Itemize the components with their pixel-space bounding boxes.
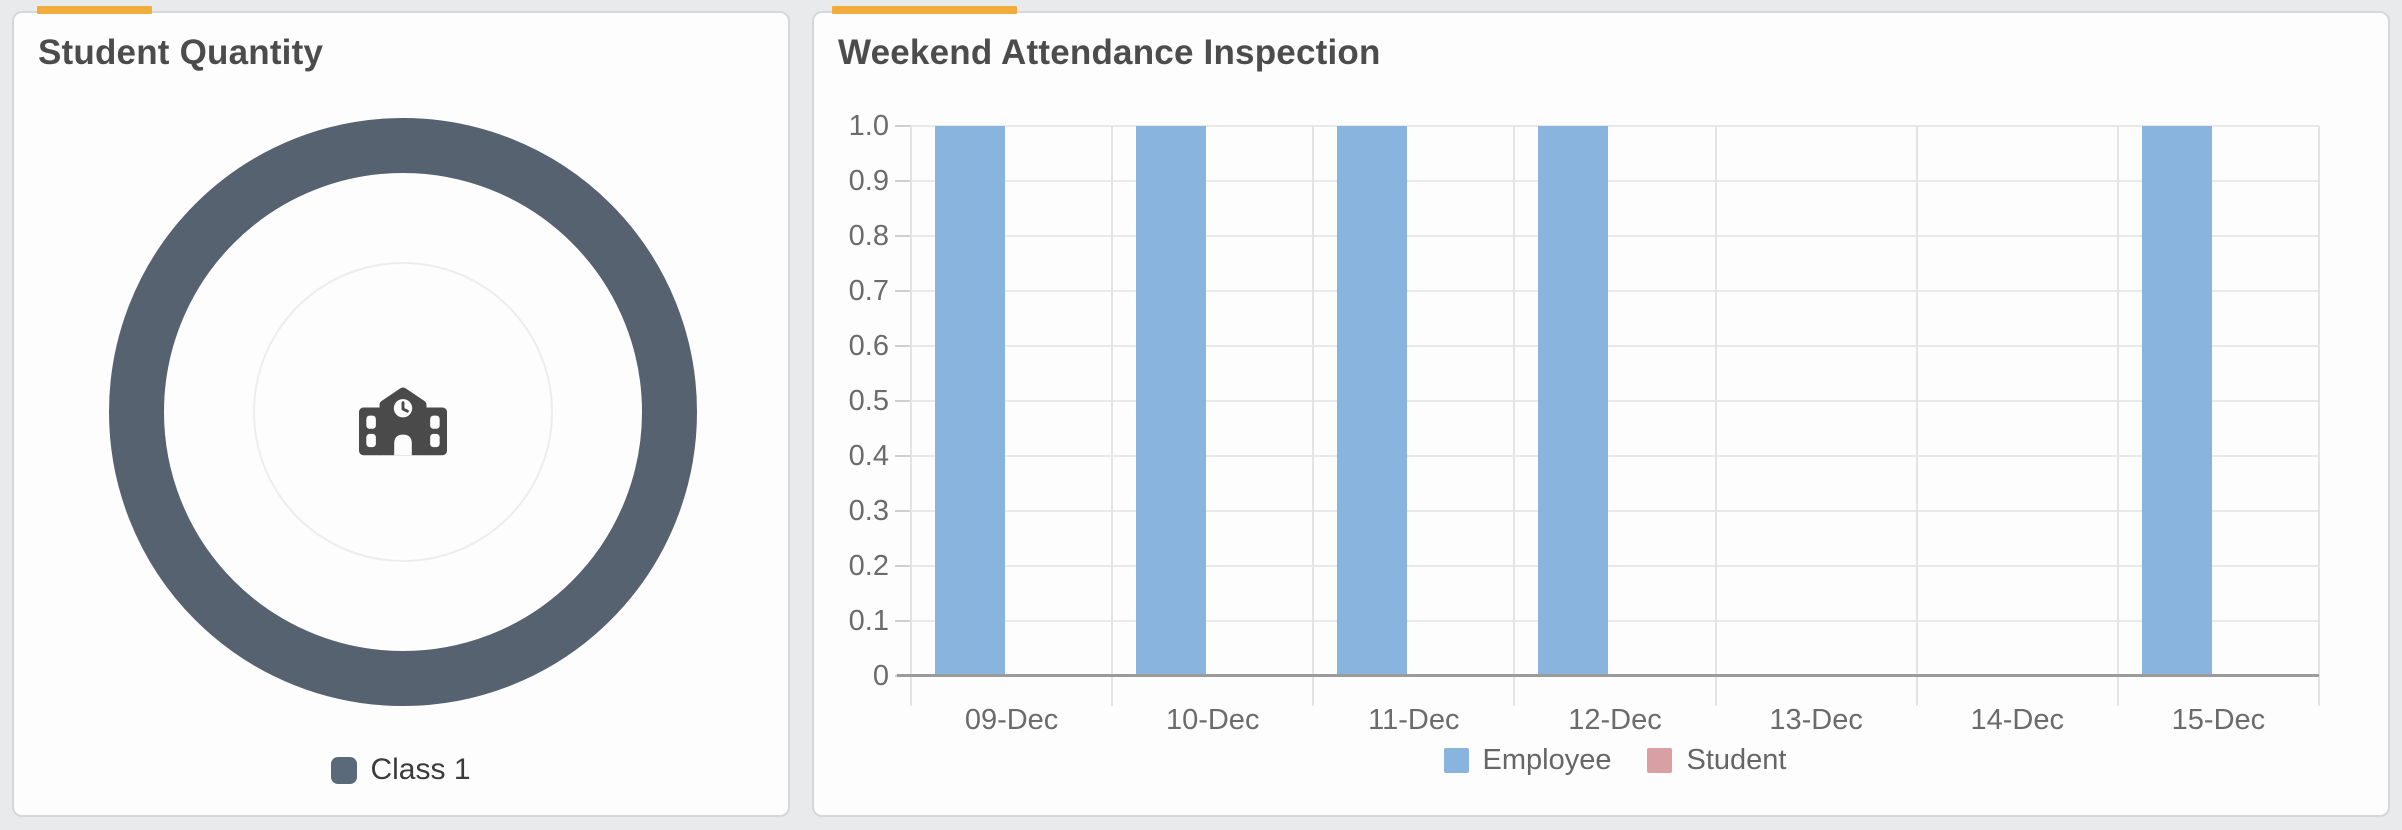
y-axis-tick: [895, 400, 911, 402]
card-title: Weekend Attendance Inspection: [838, 33, 1381, 72]
y-axis-label: 0.6: [848, 330, 889, 362]
x-axis-line: [897, 674, 2319, 677]
y-gridline: [911, 510, 2319, 512]
y-axis-label: 0.4: [848, 440, 889, 472]
x-axis-label: 15-Dec: [2171, 704, 2266, 736]
bar-employee-11-Dec[interactable]: [1337, 126, 1408, 675]
y-axis-tick: [895, 455, 911, 457]
y-axis-label: 0.2: [848, 550, 889, 582]
y-axis-label: 0.9: [848, 165, 889, 197]
y-axis-label: 0.7: [848, 275, 889, 307]
y-axis-tick: [895, 510, 911, 512]
card-accent-tab: [37, 6, 152, 14]
bar-employee-15-Dec[interactable]: [2141, 126, 2212, 675]
bar-chart-plot-area: 0 0.1 0.2 0.3 0.4 0.5 0.6 0.7 0.8 0.9 1.0 09-Dec 10-…: [849, 112, 2320, 736]
bar-chart-legend: Employee Student: [911, 744, 2319, 777]
y-gridline: [911, 235, 2319, 237]
y-axis-label: 1.0: [848, 110, 889, 142]
bar-employee-09-Dec[interactable]: [935, 126, 1005, 675]
y-axis-tick: [895, 620, 911, 622]
legend-swatch-employee: [1443, 748, 1469, 773]
y-axis-tick: [895, 345, 911, 347]
y-axis-label: 0.5: [848, 385, 889, 417]
legend-label-class1[interactable]: Class 1: [370, 753, 471, 786]
x-gridline: [1513, 126, 1516, 706]
x-gridline: [1111, 126, 1114, 706]
y-axis-tick: [895, 565, 911, 567]
x-gridline: [1312, 126, 1315, 706]
y-gridline: [911, 180, 2319, 182]
x-gridline: [2116, 126, 2119, 706]
y-axis-tick: [895, 125, 911, 127]
legend-swatch-class1[interactable]: [331, 756, 358, 784]
x-axis-label: 10-Dec: [1165, 704, 1260, 736]
x-axis-label: 09-Dec: [964, 704, 1059, 736]
y-gridline: [911, 455, 2319, 457]
bar-employee-12-Dec[interactable]: [1538, 126, 1609, 675]
y-axis-tick: [895, 290, 911, 292]
y-axis-label: 0.3: [848, 495, 889, 527]
pie-legend: Class 1: [14, 753, 788, 787]
card-title: Student Quantity: [38, 33, 324, 72]
legend-item-student[interactable]: Student: [1647, 744, 1786, 777]
y-axis-tick: [895, 235, 911, 237]
legend-item-employee[interactable]: Employee: [1443, 744, 1612, 777]
y-axis-label: 0.8: [848, 220, 889, 252]
y-gridline: [911, 290, 2319, 292]
legend-label-student: Student: [1686, 744, 1787, 776]
school-icon: [359, 387, 447, 456]
student-quantity-card: Student Quantity Class 1: [12, 11, 790, 817]
legend-swatch-student: [1647, 748, 1673, 773]
x-axis-label: 14-Dec: [1970, 704, 2065, 736]
x-gridline: [910, 126, 912, 706]
x-gridline: [2318, 126, 2320, 706]
y-gridline: [911, 345, 2319, 347]
y-gridline: [911, 400, 2319, 402]
x-gridline: [1915, 126, 1918, 706]
x-axis-label: 11-Dec: [1368, 704, 1460, 736]
weekend-attendance-card: Weekend Attendance Inspection 0 0.1 0.2 0.3…: [812, 11, 2390, 817]
y-axis-label: 0: [872, 660, 889, 692]
y-gridline: [911, 565, 2319, 567]
x-gridline: [1714, 126, 1717, 706]
bar-employee-10-Dec[interactable]: [1136, 126, 1207, 675]
card-accent-tab: [832, 6, 1017, 14]
x-axis-label: 13-Dec: [1769, 704, 1863, 736]
y-axis-tick: [895, 180, 911, 182]
y-axis-label: 0.1: [848, 605, 889, 637]
y-gridline: [911, 125, 2319, 127]
x-axis-label: 12-Dec: [1568, 704, 1662, 736]
y-gridline: [911, 620, 2319, 622]
legend-label-employee: Employee: [1482, 744, 1612, 776]
